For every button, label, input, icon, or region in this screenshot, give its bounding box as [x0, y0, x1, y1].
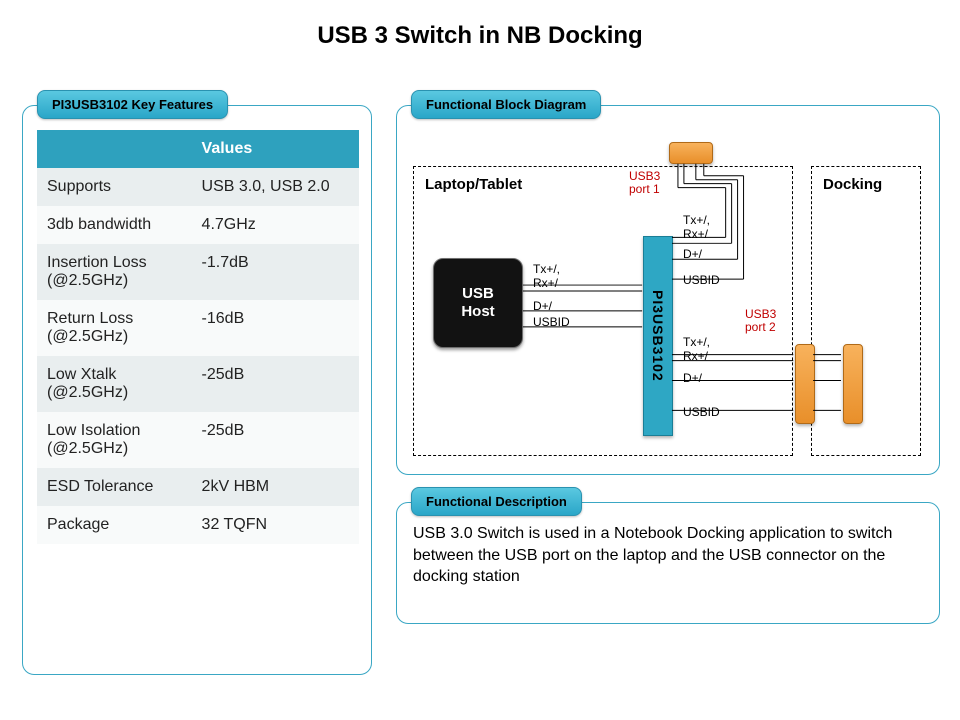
sig-rl-usbid: USBID [683, 406, 720, 420]
laptop-label: Laptop/Tablet [425, 176, 522, 193]
diagram-area: Laptop/Tablet Docking USB Host PI3USB310… [407, 128, 929, 464]
block-diagram-panel: Functional Block Diagram Laptop/Tablet D… [396, 105, 940, 475]
table-cell: 32 TQFN [192, 506, 359, 544]
table-cell: -1.7dB [192, 244, 359, 300]
sig-left-d: D+/ [533, 300, 552, 314]
usb3-port2-connector-dock [843, 344, 863, 424]
table-cell: -16dB [192, 300, 359, 356]
table-cell: Supports [37, 168, 192, 206]
docking-label: Docking [823, 176, 882, 193]
block-diagram-tab: Functional Block Diagram [411, 90, 601, 119]
table-cell: Return Loss (@2.5GHz) [37, 300, 192, 356]
sig-left-txrx: Tx+/, Rx+/ [533, 263, 560, 291]
table-cell: ESD Tolerance [37, 468, 192, 506]
port1-label: USB3 port 1 [629, 170, 660, 196]
table-cell: Low Xtalk (@2.5GHz) [37, 356, 192, 412]
table-cell: -25dB [192, 356, 359, 412]
table-cell: 2kV HBM [192, 468, 359, 506]
usb-host-block: USB Host [433, 258, 523, 348]
table-header: Values [192, 130, 359, 168]
table-cell: Low Isolation (@2.5GHz) [37, 412, 192, 468]
description-panel: Functional Description USB 3.0 Switch is… [396, 502, 940, 624]
table-cell: -25dB [192, 412, 359, 468]
usb3-port1-connector [669, 142, 713, 164]
page-title: USB 3 Switch in NB Docking [0, 22, 960, 50]
features-table: Values SupportsUSB 3.0, USB 2.0 3db band… [37, 130, 359, 544]
table-header [37, 130, 192, 168]
sig-ru-usbid: USBID [683, 274, 720, 288]
table-cell: 4.7GHz [192, 206, 359, 244]
sig-rl-txrx: Tx+/, Rx+/ [683, 336, 710, 364]
docking-box [811, 166, 921, 456]
table-cell: Package [37, 506, 192, 544]
features-panel: PI3USB3102 Key Features Values SupportsU… [22, 105, 372, 675]
sig-rl-d: D+/ [683, 372, 702, 386]
sig-ru-txrx: Tx+/, Rx+/ [683, 214, 710, 242]
sig-left-usbid: USBID [533, 316, 570, 330]
description-body: USB 3.0 Switch is used in a Notebook Doc… [413, 523, 923, 588]
table-cell: Insertion Loss (@2.5GHz) [37, 244, 192, 300]
switch-chip: PI3USB3102 [643, 236, 673, 436]
sig-ru-d: D+/ [683, 248, 702, 262]
table-cell: 3db bandwidth [37, 206, 192, 244]
usb3-port2-connector-out [795, 344, 815, 424]
table-cell: USB 3.0, USB 2.0 [192, 168, 359, 206]
port2-label: USB3 port 2 [745, 308, 776, 334]
description-tab: Functional Description [411, 487, 582, 516]
features-tab: PI3USB3102 Key Features [37, 90, 228, 119]
